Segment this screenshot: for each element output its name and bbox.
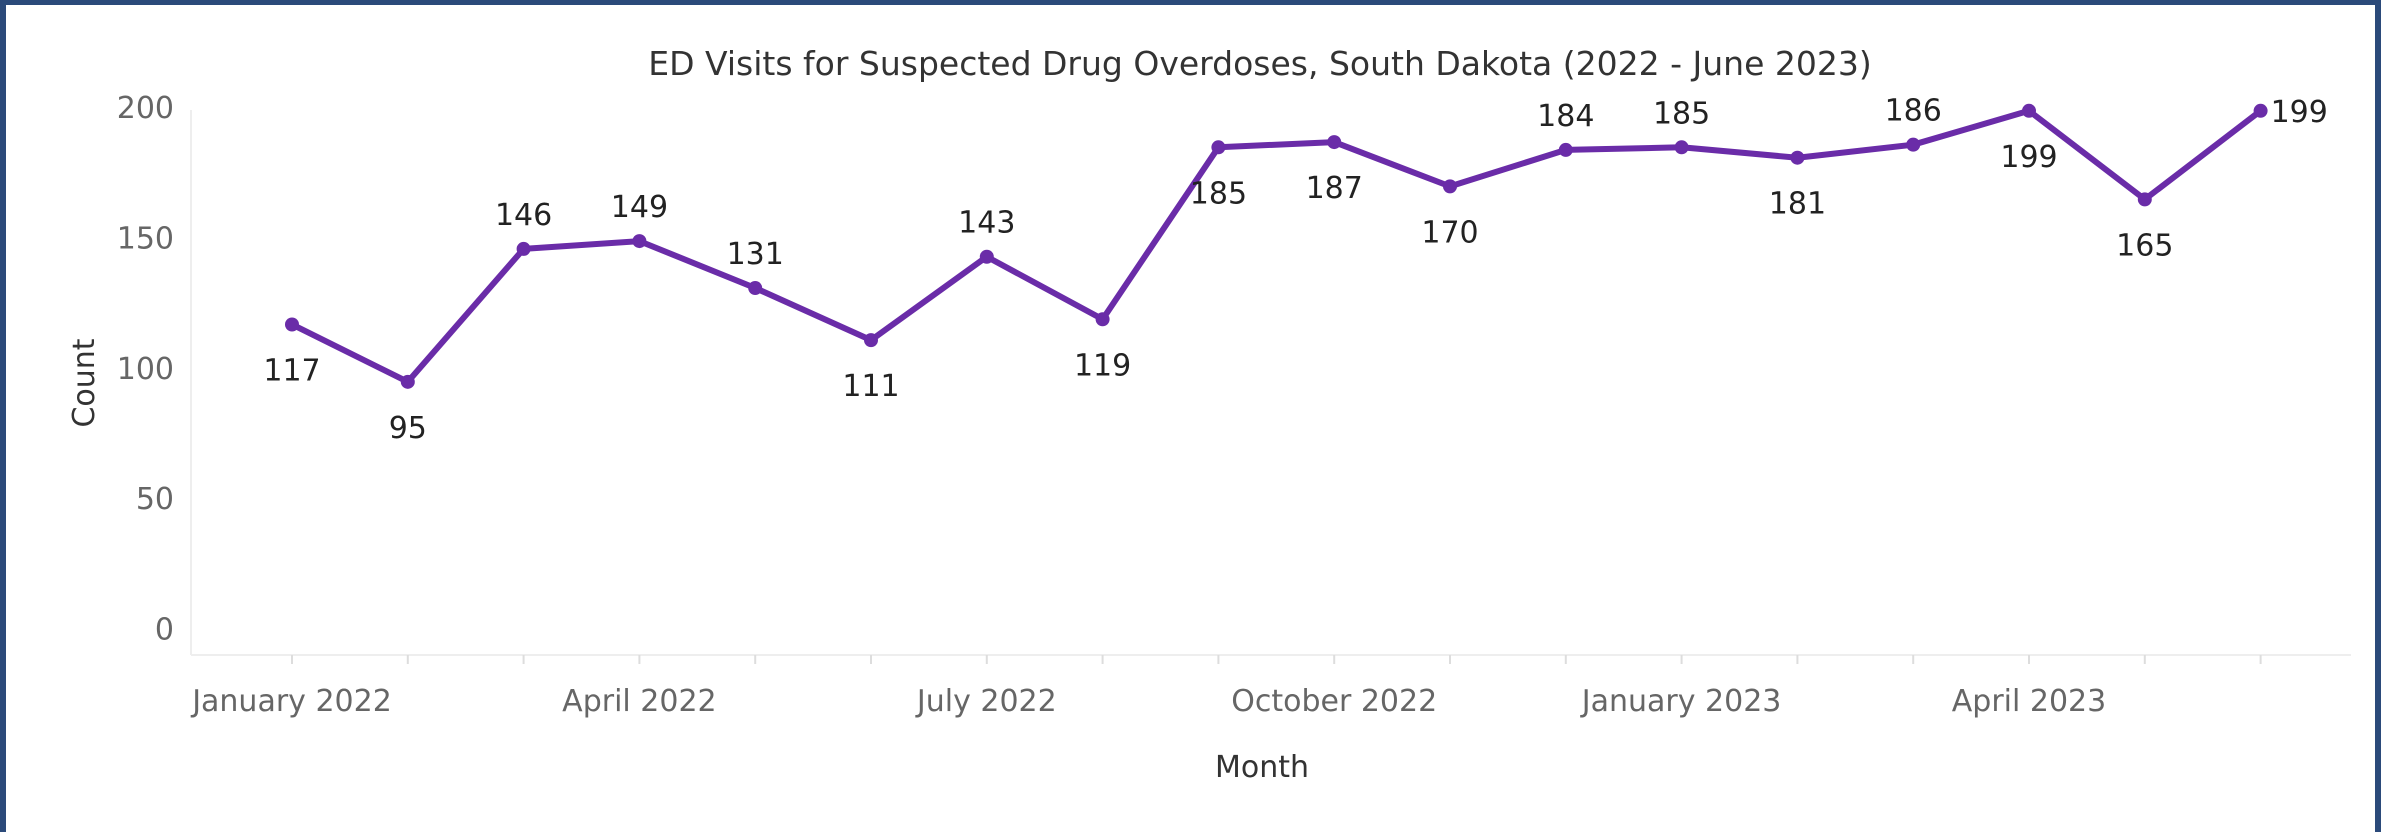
data-point[interactable] <box>1558 142 1573 157</box>
y-axis-title: Count <box>67 338 102 427</box>
data-label: 149 <box>611 190 668 225</box>
data-label: 111 <box>842 369 899 404</box>
data-label: 131 <box>727 237 784 272</box>
data-label: 181 <box>1769 187 1826 222</box>
y-tick-label: 50 <box>136 482 174 517</box>
data-point[interactable] <box>1674 140 1689 155</box>
x-tick-label: July 2022 <box>915 684 1057 719</box>
data-label: 199 <box>2000 140 2057 175</box>
data-point[interactable] <box>1211 140 1226 155</box>
data-label: 185 <box>1190 176 1247 211</box>
x-tick-label: January 2022 <box>190 684 392 719</box>
data-point[interactable] <box>1095 312 1110 327</box>
series-line <box>289 107 2264 385</box>
data-label: 117 <box>263 353 320 388</box>
data-label: 143 <box>958 206 1015 241</box>
y-axis-ticks: 0 50 100 150 200 <box>117 91 174 647</box>
x-axis-ticks: January 2022 April 2022 July 2022 October 2… <box>190 655 2262 719</box>
data-label: 185 <box>1653 96 1710 131</box>
data-label: 165 <box>2116 228 2173 263</box>
data-point[interactable] <box>748 281 763 296</box>
data-label: 187 <box>1306 171 1363 206</box>
data-label: 95 <box>389 411 427 446</box>
data-point[interactable] <box>979 249 994 264</box>
y-tick-label: 200 <box>117 91 174 126</box>
data-point[interactable] <box>1906 137 1921 152</box>
data-point[interactable] <box>1443 179 1457 194</box>
y-tick-label: 100 <box>117 352 174 387</box>
x-tick-label: April 2023 <box>1952 684 2106 719</box>
series-layer <box>285 103 2268 389</box>
data-labels-layer: 117 95 146 149 131 111 143 119 185 187 170 184 185 18… <box>263 94 2327 446</box>
x-axis-title: Month <box>1215 750 1309 785</box>
data-point[interactable] <box>516 241 531 256</box>
data-point[interactable] <box>2022 103 2036 118</box>
chart-frame: ED Visits for Suspected Drug Overdoses, … <box>6 5 2375 832</box>
data-point[interactable] <box>2137 192 2152 207</box>
data-point[interactable] <box>400 374 415 389</box>
data-label: 146 <box>495 198 552 233</box>
data-point[interactable] <box>864 333 878 348</box>
y-tick-label: 150 <box>117 222 174 257</box>
line-chart: ED Visits for Suspected Drug Overdoses, … <box>67 44 2351 785</box>
data-label: 186 <box>1885 94 1942 129</box>
data-point[interactable] <box>1790 150 1805 165</box>
data-point[interactable] <box>285 317 299 332</box>
data-label: 184 <box>1537 99 1594 134</box>
chart-title: ED Visits for Suspected Drug Overdoses, … <box>648 44 1871 83</box>
data-point[interactable] <box>2253 103 2268 118</box>
data-point[interactable] <box>1327 135 1342 150</box>
data-point[interactable] <box>632 234 647 249</box>
x-tick-label: October 2022 <box>1231 684 1437 719</box>
x-tick-label: January 2023 <box>1580 684 1782 719</box>
data-label: 119 <box>1074 348 1131 383</box>
data-label: 199 <box>2271 95 2328 130</box>
x-tick-label: April 2022 <box>562 684 716 719</box>
y-tick-label: 0 <box>155 612 174 647</box>
data-label: 170 <box>1421 215 1478 250</box>
